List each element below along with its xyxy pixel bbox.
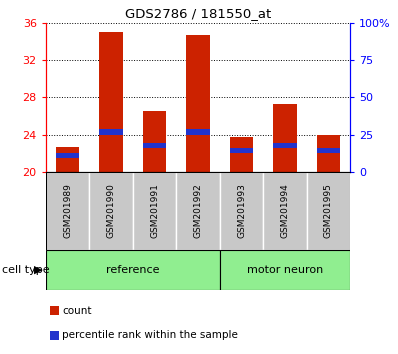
Bar [307,172,350,250]
Text: cell type: cell type [2,265,50,275]
Bar [46,172,89,250]
Text: GSM201994: GSM201994 [281,183,289,238]
Text: count: count [62,306,92,316]
Bar [220,172,263,250]
Text: reference: reference [106,265,160,275]
Bar [316,148,340,153]
Bar [316,135,340,172]
Bar [273,143,297,148]
Bar [89,172,133,250]
Bar [99,130,123,135]
Bar [230,137,254,172]
Text: ▶: ▶ [33,265,42,275]
Bar [133,172,176,250]
Text: GSM201993: GSM201993 [237,183,246,238]
Bar [220,250,350,290]
Text: GSM201992: GSM201992 [193,183,203,238]
Bar [176,172,220,250]
Bar [186,130,210,135]
Bar [56,147,80,172]
Text: GSM201989: GSM201989 [63,183,72,238]
Bar [186,35,210,172]
Text: motor neuron: motor neuron [247,265,323,275]
Bar [263,172,307,250]
Bar [46,250,220,290]
Bar [230,148,254,153]
Text: GSM201990: GSM201990 [107,183,115,238]
Bar [142,111,166,172]
Bar [99,32,123,172]
Text: GSM201991: GSM201991 [150,183,159,238]
Text: GSM201995: GSM201995 [324,183,333,238]
Bar [56,153,80,158]
Title: GDS2786 / 181550_at: GDS2786 / 181550_at [125,7,271,21]
Bar [142,143,166,148]
Bar [273,104,297,172]
Text: percentile rank within the sample: percentile rank within the sample [62,331,238,341]
